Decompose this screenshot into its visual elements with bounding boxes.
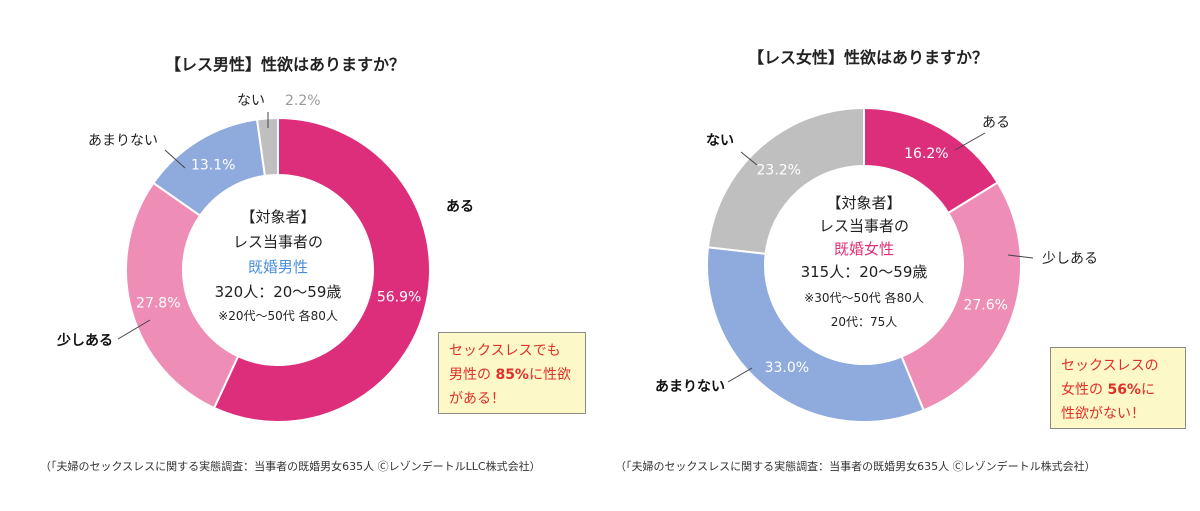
chart-1-label-0: ある (982, 115, 1010, 131)
chart-1-pct-2: 33.0% (765, 360, 809, 376)
chart-0-slice-1 (125, 181, 240, 410)
chart-0-center-line4: 320人：20～59歳 (215, 283, 342, 301)
chart-1-leader-3 (740, 151, 758, 166)
chart-1-slice-3 (706, 106, 865, 255)
chart-1-leader-1 (1007, 254, 1034, 259)
note-women-highlight: 56% (1107, 382, 1141, 398)
chart-1-label-3: ない (706, 133, 734, 149)
chart-1-center-line4: 315人：20～59歳 (801, 263, 928, 281)
chart-0-slice-3 (255, 116, 279, 178)
chart-1-label-2: あまりない (655, 379, 725, 395)
note-women-line2a: 女性の (1061, 382, 1108, 398)
chart-0-label-2: あまりない (88, 133, 158, 149)
chart-0-label-1: 少しある (56, 332, 113, 349)
note-men-line1: セックスレスでも (449, 343, 561, 359)
chart-0-title: 【レス男性】性欲はありますか？ (165, 55, 405, 74)
chart-1-center-line2: レス当事者の (819, 217, 909, 235)
chart-0-label-0: ある (446, 199, 474, 215)
chart-0-leader-1 (117, 319, 151, 340)
chart-0-pct-2: 13.1% (191, 157, 235, 173)
note-box-women: セックスレスの 女性の 56%に 性欲がない！ (1050, 347, 1186, 429)
chart-1-pct-1: 27.6% (963, 298, 1007, 314)
chart-0-center-line2: レス当事者の (233, 233, 323, 251)
chart-1-title: 【レス女性】性欲はありますか？ (748, 48, 988, 67)
note-men-line2b: に性欲 (528, 367, 571, 383)
chart-0-label-3: ない (237, 93, 265, 109)
chart-1-leader-0 (954, 132, 986, 151)
chart-1-pct-3: 23.2% (757, 163, 801, 179)
chart-1-slice-1 (900, 181, 1022, 412)
chart-0-source: （「夫婦のセックスレスに関する実態調査：当事者の既婚男女635人 Ⓒレゾンデート… (40, 459, 541, 473)
chart-0-slice-0 (212, 116, 431, 423)
chart-1-center-line3: 既婚女性 (834, 240, 894, 258)
chart-1-center-line6: 20代：75人 (831, 315, 898, 329)
chart-0-center-line1: 【対象者】 (240, 208, 315, 226)
note-men-highlight: 85% (495, 367, 529, 383)
note-women-line1: セックスレスの (1061, 358, 1159, 374)
note-women-line3: 性欲がない！ (1061, 406, 1145, 422)
chart-0-center-line3: 既婚男性 (248, 258, 308, 276)
chart-0-pct-0: 56.9% (377, 290, 421, 306)
chart-1-slice-2 (706, 246, 925, 423)
chart-0-pct-3: 2.2% (285, 93, 321, 109)
chart-1-source: （「夫婦のセックスレスに関する実態調査：当事者の既婚男女635人 Ⓒレゾンデート… (615, 459, 1096, 473)
chart-1-leader-2 (727, 367, 753, 383)
note-box-men: セックスレスでも 男性の 85%に性欲 がある！ (438, 332, 586, 414)
chart-0-pct-1: 27.8% (136, 295, 180, 311)
chart-1-center-line5: ※30代～50代 各80人 (804, 290, 924, 305)
chart-0-leader-2 (164, 149, 186, 169)
note-women-line2b: に (1140, 382, 1155, 398)
note-men-line3: がある！ (449, 391, 505, 407)
chart-1-center-line1: 【対象者】 (826, 194, 901, 212)
chart-1-label-1: 少しある (1042, 251, 1098, 267)
note-men-line2a: 男性の (449, 367, 496, 383)
chart-1-pct-0: 16.2% (904, 146, 948, 162)
chart-0-center-line5: ※20代～50代 各80人 (218, 308, 338, 323)
